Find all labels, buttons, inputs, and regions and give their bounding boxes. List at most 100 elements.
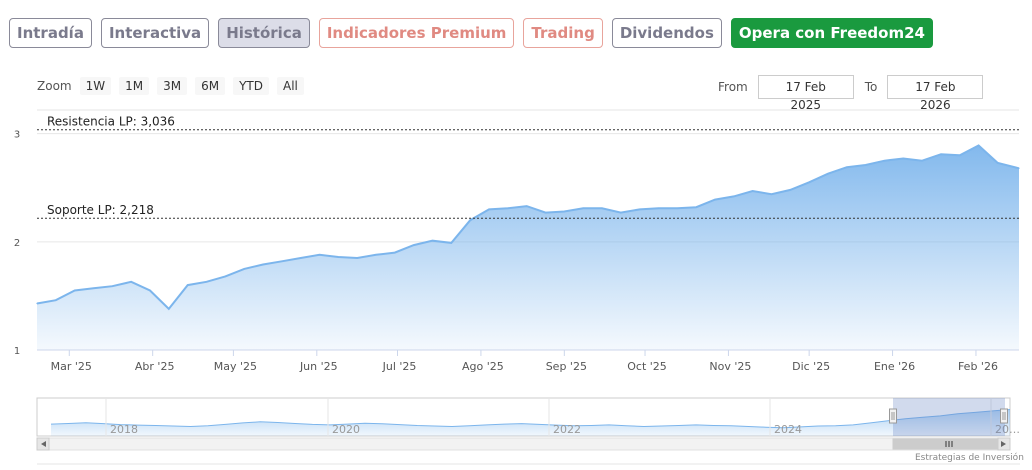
x-tick-label-9: Dic '25 [792, 360, 830, 373]
y-tick-label-1: 1 [14, 346, 20, 357]
x-tick-label-3: Jun '25 [299, 360, 338, 373]
y-tick-label-3: 3 [14, 130, 20, 141]
data-point-17 [356, 257, 358, 259]
tab-trading[interactable]: Trading [523, 18, 603, 48]
data-point-47 [921, 160, 923, 162]
data-point-13 [281, 260, 283, 262]
data-point-1 [55, 299, 57, 301]
data-point-38 [752, 190, 754, 192]
data-point-2 [74, 289, 76, 292]
data-point-19 [394, 252, 396, 254]
data-point-15 [318, 254, 321, 256]
data-point-42 [827, 173, 829, 175]
tab-bar: Intradía Interactiva Histórica Indicadores … [9, 18, 933, 48]
data-point-49 [959, 154, 961, 156]
zoom-button-ytd[interactable]: YTD [233, 77, 269, 95]
x-tick-label-2: May '25 [214, 360, 257, 373]
tab-hist-rica[interactable]: Histórica [218, 18, 310, 48]
level-label-0: Resistencia LP: 3,036 [47, 115, 175, 129]
date-range: From 17 Feb 2025 To 17 Feb 2026 [718, 75, 984, 112]
data-point-5 [130, 281, 132, 283]
tab-interactiva[interactable]: Interactiva [100, 18, 210, 48]
data-point-45 [883, 160, 886, 162]
navigator-label-1: 2020 [332, 423, 360, 436]
y-tick-label-2: 2 [14, 238, 20, 249]
data-point-30 [601, 207, 603, 209]
navigator-label-0: 2018 [110, 423, 138, 436]
tab-dividendos[interactable]: Dividendos [611, 18, 722, 48]
data-point-34 [676, 207, 678, 209]
x-tick-label-8: Nov '25 [709, 360, 751, 373]
navigator-selection[interactable] [893, 398, 1005, 436]
data-point-25 [507, 207, 509, 209]
x-tick-label-7: Oct '25 [627, 360, 667, 373]
x-tick-label-5: Ago '25 [462, 360, 504, 373]
data-point-36 [714, 199, 716, 201]
data-point-11 [243, 268, 245, 270]
zoom-button-1w[interactable]: 1W [79, 77, 112, 95]
tab-indicadores-premium[interactable]: Indicadores Premium [318, 18, 515, 48]
to-date-input[interactable]: 17 Feb 2026 [887, 75, 984, 112]
data-point-50 [978, 144, 980, 147]
tab-intrad-a[interactable]: Intradía [9, 18, 92, 48]
zoom-selector: Zoom 1W 1M 3M 6M YTD All [37, 75, 312, 97]
data-point-35 [695, 206, 697, 208]
data-point-21 [431, 240, 434, 242]
data-point-6 [149, 289, 151, 292]
x-tick-label-0: Mar '25 [51, 360, 92, 373]
data-point-44 [865, 164, 867, 166]
zoom-buttons: 1W 1M 3M 6M YTD All [79, 77, 312, 95]
data-point-8 [187, 284, 189, 286]
navigator-line [50, 409, 1011, 429]
data-point-0 [36, 302, 38, 305]
data-point-3 [92, 287, 95, 289]
data-point-12 [262, 263, 264, 266]
data-point-52 [1018, 167, 1020, 169]
data-point-28 [563, 210, 565, 213]
data-point-43 [846, 166, 848, 168]
data-point-7 [168, 308, 170, 310]
x-tick-label-4: Jul '25 [382, 360, 417, 373]
navigator-handle-body-0 [889, 408, 897, 424]
from-label: From [718, 80, 748, 94]
data-point-37 [733, 195, 735, 197]
data-point-22 [450, 242, 452, 244]
x-tick-label-10: Ene '26 [874, 360, 915, 373]
data-point-4 [111, 285, 113, 287]
x-tick-label-11: Feb '26 [958, 360, 998, 373]
tab-opera-con-freedom24[interactable]: Opera con Freedom24 [730, 18, 933, 48]
data-point-51 [996, 162, 999, 164]
data-point-27 [544, 212, 547, 214]
data-point-40 [789, 189, 791, 191]
data-point-23 [469, 219, 471, 221]
data-point-48 [940, 153, 942, 155]
navigator-label-4: 20… [995, 423, 1020, 436]
scroll-right-arrow-icon [1001, 441, 1006, 447]
data-point-24 [488, 208, 490, 210]
data-point-29 [582, 207, 584, 209]
zoom-button-6m[interactable]: 6M [195, 77, 226, 95]
zoom-button-1m[interactable]: 1M [119, 77, 150, 95]
data-point-14 [300, 257, 302, 259]
data-point-16 [337, 256, 339, 258]
data-point-41 [808, 181, 810, 183]
scrollbar-track [36, 437, 1011, 451]
navigator-handle-left[interactable] [889, 408, 897, 424]
navigator-label-3: 2024 [774, 423, 802, 436]
zoom-button-all[interactable]: All [277, 77, 304, 95]
data-point-32 [639, 208, 641, 210]
navigator-label-2: 2022 [553, 423, 581, 436]
zoom-label: Zoom [37, 79, 72, 93]
chart-credit[interactable]: Estrategias de Inversión [915, 453, 1024, 463]
x-tick-label-6: Sep '25 [546, 360, 587, 373]
data-point-31 [620, 212, 622, 214]
scrollbar-thumb[interactable] [892, 438, 998, 450]
price-area [37, 145, 1019, 350]
navigator-handle-right[interactable] [1000, 408, 1008, 424]
data-point-10 [224, 275, 226, 277]
scroll-left-arrow-icon [41, 441, 46, 447]
data-point-20 [413, 244, 415, 246]
from-date-input[interactable]: 17 Feb 2025 [757, 75, 854, 112]
zoom-button-3m[interactable]: 3M [157, 77, 188, 95]
